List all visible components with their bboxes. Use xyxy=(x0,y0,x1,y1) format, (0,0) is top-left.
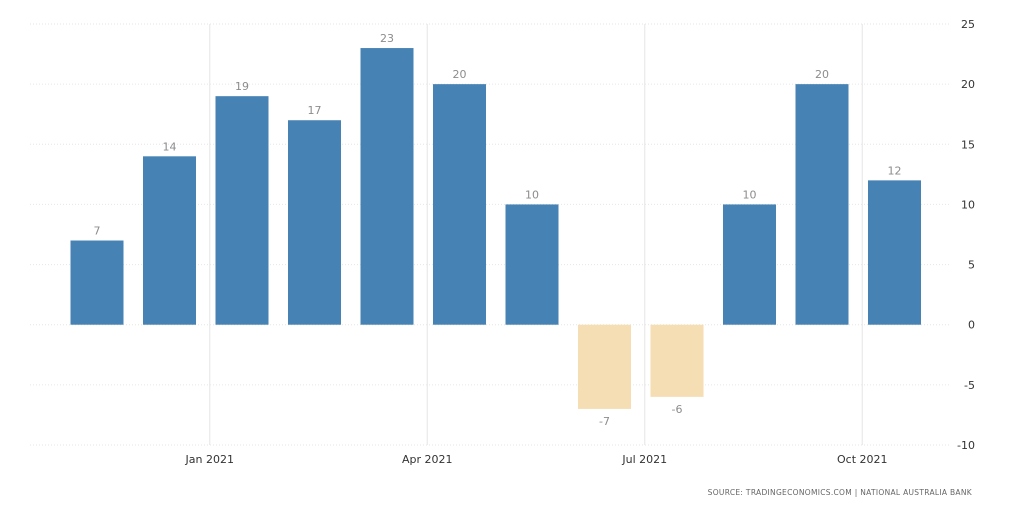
data-label: 23 xyxy=(380,32,394,45)
x-tick-label: Jan 2021 xyxy=(185,453,234,466)
y-axis-ticks: 25 20 15 10 5 0 -5 -10 xyxy=(957,18,975,452)
data-label: 10 xyxy=(743,188,757,201)
bar[interactable] xyxy=(360,48,414,325)
bar[interactable] xyxy=(868,180,921,325)
data-label: 20 xyxy=(815,68,829,81)
x-tick-label: Apr 2021 xyxy=(402,453,453,466)
bar[interactable] xyxy=(795,84,849,325)
y-tick-label: 15 xyxy=(961,138,975,151)
x-tick-label: Oct 2021 xyxy=(837,453,888,466)
data-label: 10 xyxy=(525,188,539,201)
bar[interactable] xyxy=(433,84,486,325)
x-tick-label: Jul 2021 xyxy=(621,453,667,466)
data-label: -7 xyxy=(599,415,610,428)
bars xyxy=(70,48,921,409)
bar[interactable] xyxy=(143,156,196,325)
data-label: 17 xyxy=(308,104,322,117)
source-note: SOURCE: TRADINGECONOMICS.COM | NATIONAL … xyxy=(707,488,972,497)
data-label: 14 xyxy=(163,140,177,153)
bar[interactable] xyxy=(723,204,776,325)
x-axis-ticks: Jan 2021 Apr 2021 Jul 2021 Oct 2021 xyxy=(185,453,888,466)
y-tick-label: 5 xyxy=(968,259,975,272)
bar[interactable] xyxy=(650,324,704,397)
data-label: 20 xyxy=(453,68,467,81)
bar[interactable] xyxy=(70,240,124,325)
y-tick-label: 10 xyxy=(961,198,975,211)
bar[interactable] xyxy=(215,96,269,325)
data-labels: 7 14 19 17 23 20 10 -7 -6 10 20 12 xyxy=(94,32,902,428)
y-tick-label: 20 xyxy=(961,78,975,91)
y-tick-label: -10 xyxy=(957,439,975,452)
data-label: -6 xyxy=(672,403,683,416)
bar[interactable] xyxy=(578,324,631,409)
y-tick-label: -5 xyxy=(964,379,975,392)
data-label: 12 xyxy=(888,164,902,177)
y-tick-label: 25 xyxy=(961,18,975,31)
bar[interactable] xyxy=(505,204,559,325)
y-tick-label: 0 xyxy=(968,319,975,332)
data-label: 7 xyxy=(94,225,101,238)
data-label: 19 xyxy=(235,80,249,93)
bar[interactable] xyxy=(288,120,341,325)
